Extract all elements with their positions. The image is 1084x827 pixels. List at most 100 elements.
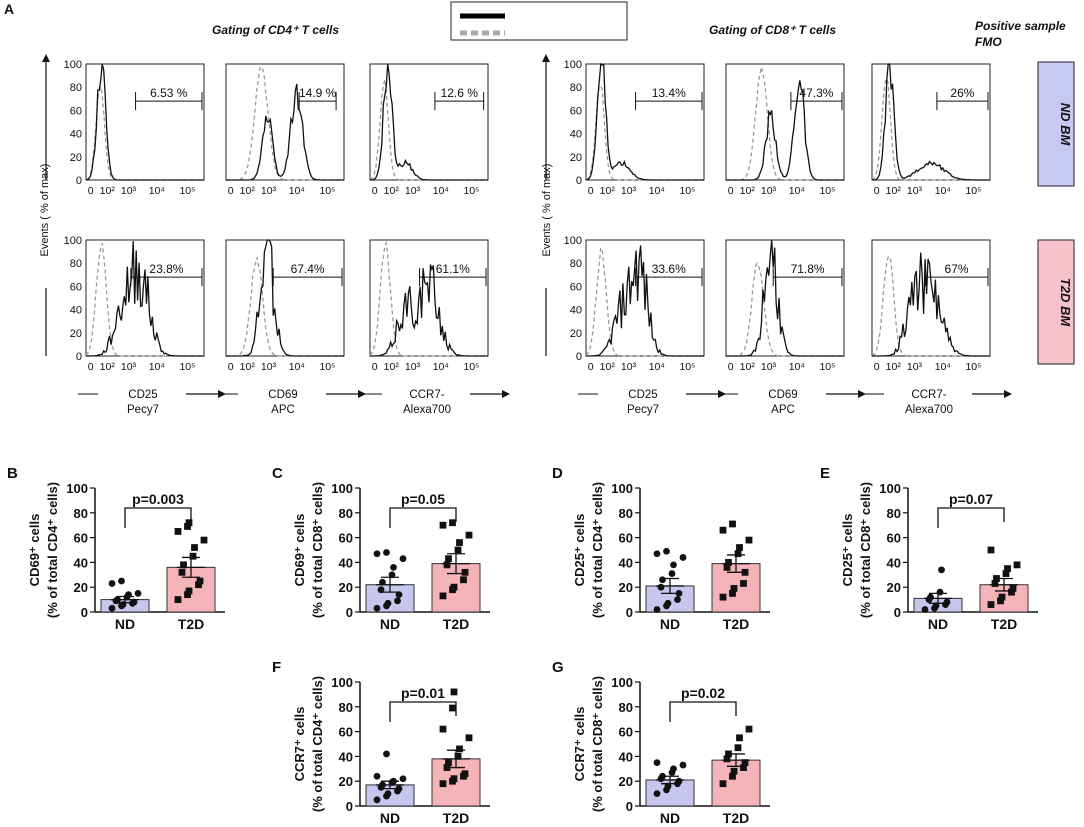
hist-cd4-t2d-ccr7-xtick: 10⁵ bbox=[463, 361, 479, 373]
hist-cd4-t2d-cd69-xtick: 10² bbox=[240, 361, 256, 373]
hist-cd8-t2d-cd25-marker-fluor: Pecy7 bbox=[627, 404, 659, 416]
hist-cd8-t2d-cd25-xtick: 10⁴ bbox=[649, 361, 665, 373]
bar-panel-b-point-t2d bbox=[178, 568, 186, 576]
hist-cd8-t2d-ccr7-sample-curve bbox=[872, 252, 990, 357]
cd4-gating-title: Gating of CD4⁺ T cells bbox=[212, 23, 339, 37]
hist-cd4-t2d-ccr7-xtick: 10³ bbox=[405, 361, 421, 373]
hist-cd4-t2d-cd25-marker-name: CD25 bbox=[128, 389, 157, 401]
hist-cd4-nd-cd25-ytick: 20 bbox=[70, 152, 82, 164]
hist-cd4-nd-ccr7-xtick: 0 bbox=[372, 185, 378, 197]
hist-cd4-nd-cd25-yaxis-arrowhead bbox=[42, 54, 50, 62]
hist-cd4-t2d-cd25-ytick: 20 bbox=[70, 328, 82, 340]
hist-cd8-t2d-ccr7-xtick: 10³ bbox=[907, 361, 923, 373]
bar-panel-c-point-nd bbox=[377, 586, 385, 594]
bar-panel-d-category-nd: ND bbox=[660, 616, 680, 632]
bar-panel-f-ytick: 100 bbox=[331, 675, 353, 690]
panel-label-a: A bbox=[4, 1, 14, 17]
bar-panel-b-point-nd bbox=[118, 577, 125, 585]
bar-panel-g-point-t2d bbox=[734, 744, 742, 752]
bar-panel-e-letter: E bbox=[820, 465, 830, 482]
hist-cd4-nd-ccr7-xtick: 10³ bbox=[405, 185, 421, 197]
bar-panel-b-category-nd: ND bbox=[115, 616, 135, 632]
bar-panel-b-ytick: 60 bbox=[74, 531, 88, 546]
hist-cd8-nd-cd25-yaxis-arrowhead bbox=[542, 54, 550, 62]
hist-cd8-t2d-cd69-xtick: 10³ bbox=[761, 361, 777, 373]
bar-panel-b-point-t2d bbox=[200, 536, 208, 544]
hist-cd8-t2d-cd25-sample-curve bbox=[586, 245, 704, 357]
bar-panel-f-point-t2d bbox=[461, 770, 469, 778]
bar-panel-b-point-t2d bbox=[180, 561, 187, 569]
bar-panel-e-point-nd bbox=[943, 598, 951, 606]
hist-cd4-t2d-cd25-ytick: 60 bbox=[70, 281, 82, 293]
hist-cd8-nd-cd25-ytick: 20 bbox=[570, 152, 582, 164]
hist-cd8-nd-cd69-frame bbox=[725, 63, 845, 181]
hist-cd8-nd-ccr7: 0 10² 10³ 10⁴ 10⁵ 26% bbox=[871, 63, 991, 197]
hist-cd4-t2d-cd69-xtick: 10⁵ bbox=[319, 361, 335, 373]
hist-cd4-t2d-cd69-gate-percent: 67.4% bbox=[291, 262, 325, 276]
bar-panel-f-point-t2d bbox=[450, 688, 458, 696]
bar-panel-g-ytick: 60 bbox=[619, 725, 633, 740]
hist-cd8-nd-cd25-ytick: 0 bbox=[576, 175, 582, 187]
bar-panel-f-point-nd bbox=[383, 750, 390, 758]
bar-panel-d-point-nd bbox=[679, 554, 687, 561]
bar-panel-e-point-t2d bbox=[1004, 565, 1011, 572]
hist-cd4-nd-cd25-ytick: 80 bbox=[70, 82, 82, 94]
hist-cd4-t2d-cd69-marker-fluor: APC bbox=[271, 404, 295, 416]
hist-cd4-nd-cd25-xtick: 10³ bbox=[121, 185, 137, 197]
bar-panel-e-category-nd: ND bbox=[928, 616, 948, 632]
bar-panel-e-ylabel: CD25⁺ cells bbox=[840, 514, 855, 587]
bar-panel-d-point-t2d bbox=[734, 550, 742, 558]
fmo-title: FMO bbox=[975, 35, 1002, 49]
hist-cd4-t2d-ccr7-marker-arrowhead bbox=[502, 390, 510, 398]
hist-cd4-t2d-cd25-gate-percent: 23.8% bbox=[149, 262, 183, 276]
hist-cd4-t2d-cd25-ytick: 100 bbox=[64, 235, 82, 247]
hist-cd4-nd-cd69-xtick: 10³ bbox=[261, 185, 277, 197]
hist-cd4-t2d-cd69-xtick: 0 bbox=[228, 361, 234, 373]
hist-cd8-nd-cd69-xtick: 10⁵ bbox=[819, 185, 835, 197]
bar-panel-f: F CCR7⁺ cells (% of total CD4⁺ cells) 0 20 40… bbox=[272, 659, 490, 826]
bar-panel-f-letter: F bbox=[272, 659, 281, 676]
positive-sample-title: Positive sample bbox=[975, 19, 1066, 33]
bar-panel-e-ytick: 60 bbox=[887, 531, 901, 546]
hist-cd8-t2d-cd69-xtick: 0 bbox=[728, 361, 734, 373]
cd8-gating-title: Gating of CD8⁺ T cells bbox=[709, 23, 836, 37]
hist-cd4-nd-cd69-xtick: 10⁵ bbox=[319, 185, 335, 197]
bar-panel-f-point-t2d bbox=[456, 745, 463, 753]
bar-panel-b-point-t2d bbox=[191, 544, 198, 551]
hist-cd4-nd-cd25-frame bbox=[85, 63, 205, 181]
hist-cd8-nd-cd69-xtick: 10² bbox=[740, 185, 756, 197]
hist-cd8-t2d-cd69-marker-arrowhead bbox=[858, 390, 866, 398]
hist-cd8-t2d-cd69-xtick: 10⁵ bbox=[819, 361, 835, 373]
bar-panel-g-point-t2d bbox=[725, 750, 732, 758]
hist-cd4-nd-cd69-xtick: 0 bbox=[228, 185, 234, 197]
hist-cd4-t2d-ccr7-xtick: 10⁴ bbox=[433, 361, 449, 373]
bar-panel-e-ytick: 20 bbox=[887, 580, 901, 595]
hist-cd8-t2d-cd25-fmo-curve bbox=[585, 247, 704, 357]
bar-panel-g-point-nd bbox=[670, 765, 677, 773]
bar-panel-f-point-t2d bbox=[443, 764, 451, 771]
bar-panel-c-point-t2d bbox=[445, 555, 452, 563]
bar-panel-f-point-t2d bbox=[454, 753, 462, 760]
hist-cd4-nd-ccr7-xtick: 10⁴ bbox=[433, 185, 449, 197]
bar-panel-g-category-nd: ND bbox=[660, 810, 680, 826]
hist-cd8-t2d-ccr7-xtick: 0 bbox=[874, 361, 880, 373]
bar-panel-g-point-t2d bbox=[719, 780, 727, 788]
bar-panel-f-point-nd bbox=[399, 775, 407, 783]
bar-panel-e-ytick: 80 bbox=[887, 506, 901, 521]
bar-panel-b-point-nd bbox=[108, 580, 116, 587]
bar-panel-c-ytick: 40 bbox=[339, 555, 353, 570]
hist-cd4-t2d-cd25-ytick: 0 bbox=[76, 351, 82, 363]
bar-panel-d-ytick: 60 bbox=[619, 531, 633, 546]
bar-panel-f-point-nd bbox=[373, 772, 381, 780]
bar-panel-b-point-nd bbox=[108, 604, 116, 612]
bar-panel-c-point-nd bbox=[390, 563, 397, 571]
nd-bm-box: ND BM bbox=[1037, 61, 1075, 187]
bar-panel-b-pvalue: p=0.003 bbox=[132, 491, 184, 507]
hist-cd4-t2d-cd25-xtick: 10⁵ bbox=[179, 361, 195, 373]
bar-panel-d-ytick: 80 bbox=[619, 506, 633, 521]
bar-panel-e-point-t2d bbox=[1013, 561, 1021, 569]
hist-cd4-nd-ccr7-frame bbox=[369, 63, 489, 181]
bar-panel-e-point-t2d bbox=[991, 580, 999, 587]
hist-cd8-nd-cd69-sample-curve bbox=[726, 80, 844, 181]
bar-panel-d-ylabel: CD25⁺ cells bbox=[572, 514, 587, 587]
